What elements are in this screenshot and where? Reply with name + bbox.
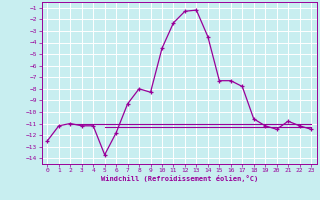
- X-axis label: Windchill (Refroidissement éolien,°C): Windchill (Refroidissement éolien,°C): [100, 175, 258, 182]
